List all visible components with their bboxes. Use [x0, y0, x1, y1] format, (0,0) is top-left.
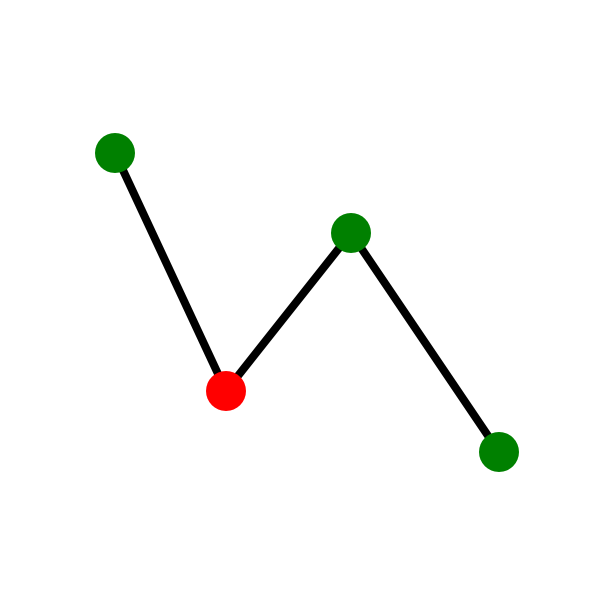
nodes-layer: [95, 133, 519, 472]
edge-n2-n3: [222, 230, 355, 394]
node-green-1: [95, 133, 135, 173]
node-green-4: [479, 432, 519, 472]
edge-n3-n4: [347, 230, 503, 455]
edges-layer: [111, 151, 503, 455]
node-green-3: [331, 213, 371, 253]
node-red-2: [206, 371, 246, 411]
edge-n1-n2: [111, 151, 230, 393]
